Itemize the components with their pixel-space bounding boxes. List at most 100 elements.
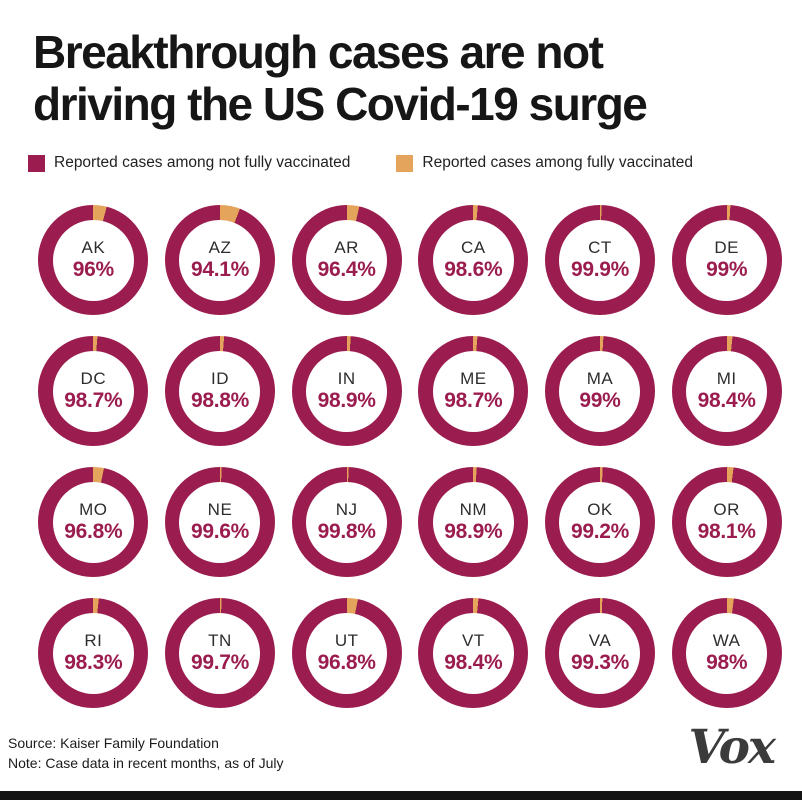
donut-hole: MO 96.8% xyxy=(52,481,134,563)
state-abbr: AR xyxy=(334,238,359,257)
state-pct: 98.9% xyxy=(317,389,376,412)
state-pct: 99.7% xyxy=(190,651,249,674)
state-abbr: ID xyxy=(210,369,229,388)
state-abbr: MO xyxy=(79,500,108,519)
donut-hole: TN 99.7% xyxy=(179,612,261,694)
legend-item-fully-vaccinated: Reported cases among fully vaccinated xyxy=(396,154,693,172)
donut-ring: AK 96% xyxy=(38,205,149,315)
note-text: Note: Case data in recent months, as of … xyxy=(8,755,284,771)
state-pct: 99.8% xyxy=(317,520,376,543)
state-abbr: DC xyxy=(80,369,107,388)
state-pct: 94.1% xyxy=(190,258,249,281)
donut-hole: OR 98.1% xyxy=(686,481,768,563)
bottom-bar xyxy=(0,791,802,800)
donut-hole: AK 96% xyxy=(52,219,134,301)
donut-ring: DE 99% xyxy=(671,205,782,315)
donut-hole: ME 98.7% xyxy=(432,350,514,432)
donut-ring: CA 98.6% xyxy=(418,205,529,315)
state-abbr: VA xyxy=(588,631,612,650)
legend-swatch xyxy=(28,154,45,172)
donut-ring: UT 96.8% xyxy=(291,598,402,708)
state-pct: 98.1% xyxy=(697,520,756,543)
legend-label: Reported cases among not fully vaccinate… xyxy=(54,154,351,171)
state-pct: 98.4% xyxy=(697,389,756,412)
donut-hole: CA 98.6% xyxy=(432,219,514,301)
donut-hole: DC 98.7% xyxy=(52,350,134,432)
donut-ring: VA 99.3% xyxy=(544,598,655,708)
state-abbr: AK xyxy=(81,238,106,257)
state-pct: 99.6% xyxy=(190,520,249,543)
state-pct: 98.6% xyxy=(444,258,503,281)
state-abbr: MA xyxy=(586,369,614,388)
donut-hole: NJ 99.8% xyxy=(306,481,388,563)
donut-hole: VA 99.3% xyxy=(559,612,641,694)
state-pct: 99% xyxy=(706,258,748,281)
state-abbr: CA xyxy=(461,238,486,257)
donut-ring: ID 98.8% xyxy=(164,336,275,446)
donut-ring: DC 98.7% xyxy=(38,336,149,446)
state-pct: 98.3% xyxy=(64,651,123,674)
donut-hole: DE 99% xyxy=(686,219,768,301)
donut-ring: NJ 99.8% xyxy=(291,467,402,577)
state-pct: 96% xyxy=(72,258,114,281)
state-pct: 98% xyxy=(706,651,748,674)
donut-hole: NM 98.9% xyxy=(432,481,514,563)
footer-notes: Source: Kaiser Family Foundation Note: C… xyxy=(8,733,283,773)
state-abbr: RI xyxy=(84,631,103,650)
donut-ring: OR 98.1% xyxy=(671,467,782,577)
donut-ring: MA 99% xyxy=(544,336,655,446)
state-abbr: AZ xyxy=(208,238,232,257)
title-line-2: driving the US Covid-19 surge xyxy=(33,78,648,130)
state-pct: 99.3% xyxy=(570,651,629,674)
donut-hole: MA 99% xyxy=(559,350,641,432)
donut-hole: NE 99.6% xyxy=(179,481,261,563)
donut-hole: UT 96.8% xyxy=(306,612,388,694)
vox-logo: Vox xyxy=(688,720,776,775)
state-abbr: UT xyxy=(334,631,359,650)
donut-ring: AR 96.4% xyxy=(291,205,402,315)
donut-grid: AK 96% AZ 94.1% AR 96.4% CA 98.6% xyxy=(30,205,790,708)
donut-hole: RI 98.3% xyxy=(52,612,134,694)
state-pct: 98.7% xyxy=(64,389,123,412)
donut-ring: NE 99.6% xyxy=(164,467,275,577)
state-abbr: DE xyxy=(714,238,739,257)
state-pct: 96.8% xyxy=(64,520,123,543)
state-abbr: OR xyxy=(713,500,740,519)
page-title: Breakthrough cases are not driving the U… xyxy=(33,26,648,130)
state-pct: 99% xyxy=(579,389,621,412)
donut-hole: IN 98.9% xyxy=(306,350,388,432)
donut-ring: WA 98% xyxy=(671,598,782,708)
donut-ring: MI 98.4% xyxy=(671,336,782,446)
state-abbr: WA xyxy=(712,631,741,650)
legend-item-not-fully-vaccinated: Reported cases among not fully vaccinate… xyxy=(28,154,350,172)
state-abbr: TN xyxy=(208,631,232,650)
state-pct: 98.9% xyxy=(444,520,503,543)
donut-ring: IN 98.9% xyxy=(291,336,402,446)
state-abbr: NJ xyxy=(335,500,358,519)
state-pct: 96.4% xyxy=(317,258,376,281)
donut-hole: VT 98.4% xyxy=(432,612,514,694)
donut-hole: OK 99.2% xyxy=(559,481,641,563)
legend-swatch xyxy=(396,154,414,172)
donut-ring: MO 96.8% xyxy=(38,467,149,577)
donut-ring: NM 98.9% xyxy=(418,467,529,577)
state-abbr: MI xyxy=(716,369,737,388)
title-line-1: Breakthrough cases are not xyxy=(33,26,604,78)
state-abbr: VT xyxy=(461,631,485,650)
donut-ring: VT 98.4% xyxy=(418,598,529,708)
donut-hole: AR 96.4% xyxy=(306,219,388,301)
state-pct: 98.8% xyxy=(190,389,249,412)
donut-hole: AZ 94.1% xyxy=(179,219,261,301)
state-pct: 99.2% xyxy=(570,520,629,543)
state-abbr: NM xyxy=(459,500,488,519)
donut-ring: TN 99.7% xyxy=(164,598,275,708)
donut-hole: CT 99.9% xyxy=(559,219,641,301)
state-pct: 99.9% xyxy=(570,258,629,281)
state-pct: 98.4% xyxy=(444,651,503,674)
donut-ring: RI 98.3% xyxy=(38,598,149,708)
state-abbr: IN xyxy=(337,369,356,388)
state-abbr: OK xyxy=(587,500,613,519)
state-pct: 98.7% xyxy=(444,389,503,412)
donut-hole: MI 98.4% xyxy=(686,350,768,432)
